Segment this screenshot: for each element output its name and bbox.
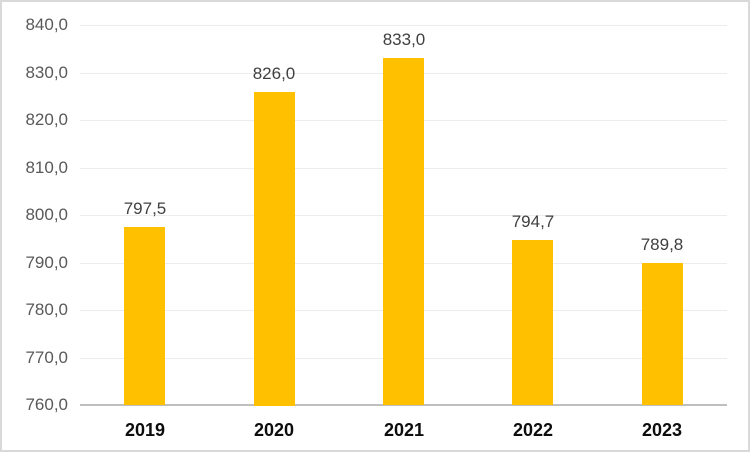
y-axis-tick-label: 760,0 <box>25 395 68 414</box>
bar-2021 <box>383 58 424 405</box>
gridline <box>80 25 727 26</box>
x-axis-line <box>80 404 727 406</box>
y-axis-tick-label: 770,0 <box>25 348 68 367</box>
bar-2019 <box>124 227 165 405</box>
bar-value-label-2022: 794,7 <box>511 212 555 231</box>
x-axis-category-label-2021: 2021 <box>383 420 425 440</box>
x-axis-category-label-2019: 2019 <box>124 420 166 440</box>
bar-value-label-2023: 789,8 <box>640 235 684 254</box>
bar-value-label-2021: 833,0 <box>382 30 426 49</box>
y-axis-tick-label: 810,0 <box>25 158 68 177</box>
bar-2022 <box>512 240 553 405</box>
y-axis-tick-label: 780,0 <box>25 300 68 319</box>
y-axis-tick-label: 800,0 <box>25 205 68 224</box>
x-axis-category-label-2020: 2020 <box>253 420 295 440</box>
x-axis-category-label-2022: 2022 <box>512 420 554 440</box>
y-axis-tick-label: 790,0 <box>25 253 68 272</box>
y-axis-tick-label: 820,0 <box>25 110 68 129</box>
bar-value-label-2019: 797,5 <box>123 199 167 218</box>
bar-2020 <box>254 92 295 406</box>
y-axis-tick-label: 830,0 <box>25 63 68 82</box>
bar-value-label-2020: 826,0 <box>252 64 296 83</box>
bar-2023 <box>642 263 683 405</box>
y-axis-tick-label: 840,0 <box>25 15 68 34</box>
x-axis-category-label-2023: 2023 <box>641 420 683 440</box>
